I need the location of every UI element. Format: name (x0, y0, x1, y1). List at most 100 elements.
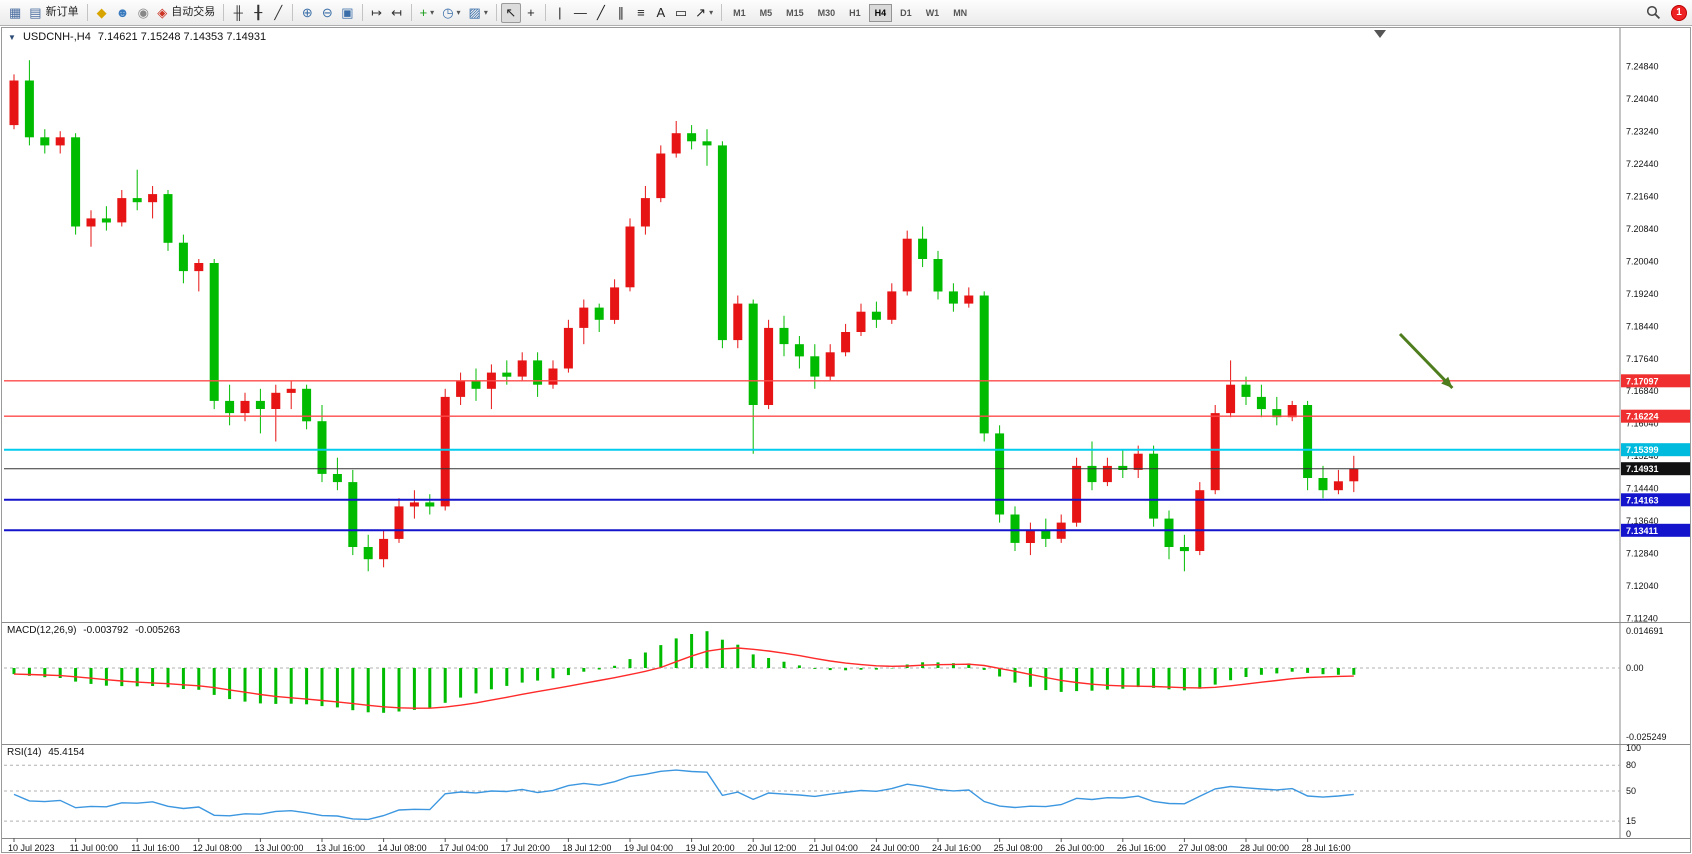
time-axis-label[interactable]: 11 Jul 00:00 (70, 843, 118, 853)
periods-button[interactable]: ◷ ▾ (438, 3, 464, 23)
candle-chart-button[interactable]: ╂ (248, 3, 268, 23)
quick-trade-toggle-icon[interactable]: ▼ (8, 33, 16, 42)
zoom-out-button[interactable]: ⊖ (317, 3, 337, 23)
time-axis-label[interactable]: 12 Jul 08:00 (193, 843, 242, 853)
chart-window-frame (1, 27, 1691, 853)
indicators-button[interactable]: + ▾ (416, 3, 439, 23)
price-axis-label: 7.24840 (1626, 62, 1659, 72)
new-chart-button[interactable]: ▦ (5, 3, 25, 23)
candle-bear (1149, 453, 1159, 519)
price-axis: 7.24840 7.24040 7.23240 7.22440 7.21640 7.208… (1626, 62, 1659, 624)
profiles-button[interactable]: ◆ (92, 3, 112, 23)
macd-axis-top: 0.014691 (1626, 626, 1664, 636)
price-axis-label: 7.16040 (1626, 419, 1659, 429)
time-axis-label[interactable]: 26 Jul 00:00 (1055, 843, 1104, 853)
time-axis-label[interactable]: 14 Jul 08:00 (378, 843, 427, 853)
time-axis-label[interactable]: 19 Jul 04:00 (624, 843, 673, 853)
label-tool-button[interactable]: ▭ (671, 3, 691, 23)
candle-bear (363, 547, 373, 560)
chart-shift-marker[interactable] (1374, 30, 1386, 38)
chart-title: ▼ USDCNH-,H4 7.14621 7.15248 7.14353 7.1… (8, 31, 270, 43)
time-axis-label[interactable]: 28 Jul 16:00 (1302, 843, 1351, 853)
line-chart-button[interactable]: ╱ (268, 3, 288, 23)
chart-shift-button[interactable]: ↤ (387, 3, 407, 23)
horizontal-line-tool-button[interactable]: — (570, 3, 591, 23)
timeframe-d1-button[interactable]: D1 (900, 7, 912, 18)
time-axis-label[interactable]: 27 Jul 08:00 (1178, 843, 1227, 853)
candle-bull (1287, 405, 1297, 418)
time-axis-label[interactable]: 17 Jul 20:00 (501, 843, 550, 853)
resistance-line-1-price-tag (1621, 374, 1690, 388)
templates-button[interactable]: ▨ ▾ (465, 3, 492, 23)
time-axis-label[interactable]: 25 Jul 08:00 (994, 843, 1043, 853)
timeframe-h4-button[interactable]: H4 (868, 3, 893, 22)
timeframe-m30-button[interactable]: M30 (817, 7, 836, 18)
fibonacci-tool-icon: ≡ (637, 5, 645, 20)
cursor-icon: ↖ (505, 5, 517, 20)
time-axis-label[interactable]: 26 Jul 16:00 (1117, 843, 1166, 853)
time-axis-label[interactable]: 13 Jul 16:00 (316, 843, 365, 853)
timeframe-m1-button[interactable]: M1 (733, 7, 746, 18)
time-axis-label[interactable]: 21 Jul 04:00 (809, 843, 858, 853)
time-axis-label[interactable]: 10 Jul 2023 (8, 843, 55, 853)
zoom-in-button[interactable]: ⊕ (297, 3, 317, 23)
time-axis-label[interactable]: 28 Jul 00:00 (1240, 843, 1289, 853)
notifications-badge[interactable]: 1 (1671, 4, 1687, 21)
rsi-name: RSI(14) (7, 747, 42, 758)
bar-chart-button[interactable]: ╫ (228, 3, 248, 23)
vertical-line-tool-button[interactable]: | (550, 3, 570, 23)
crosshair-button[interactable]: + (521, 3, 541, 23)
time-axis-label[interactable]: 24 Jul 00:00 (870, 843, 919, 853)
candle-bear (502, 372, 512, 377)
cursor-button[interactable]: ↖ (500, 2, 521, 23)
rsi-axis-label: 15 (1626, 816, 1636, 826)
time-axis-label[interactable]: 19 Jul 20:00 (686, 843, 735, 853)
search-button[interactable] (1643, 3, 1663, 23)
toolbar-separator (361, 4, 363, 21)
trendline-tool-button[interactable]: ╱ (591, 3, 611, 23)
macd-signal-line (13, 647, 1354, 709)
candle-bear (163, 194, 173, 243)
candle-bull (86, 218, 96, 227)
label-tool-icon: ▭ (674, 5, 688, 20)
new-order-button[interactable]: ▤ 新订单 (25, 3, 82, 23)
fibonacci-tool-button[interactable]: ≡ (631, 3, 651, 23)
candle-bull (1210, 413, 1220, 491)
timeframe-mn-button[interactable]: MN (953, 7, 968, 18)
time-axis-label[interactable]: 20 Jul 12:00 (747, 843, 796, 853)
support-line-cyan-price-tag-text: 7.15399 (1626, 445, 1659, 455)
timeframe-h1-button[interactable]: H1 (849, 7, 861, 18)
timeframe-w1-button[interactable]: W1 (925, 7, 940, 18)
time-axis-label[interactable]: 17 Jul 04:00 (439, 843, 488, 853)
new-order-icon: ▤ (29, 5, 42, 20)
candle-bull (1333, 481, 1343, 491)
time-axis-label[interactable]: 18 Jul 12:00 (562, 843, 611, 853)
timeframe-m5-button[interactable]: M5 (759, 7, 773, 18)
community-button[interactable]: ☻ (112, 3, 134, 23)
channel-tool-button[interactable]: ∥ (611, 3, 631, 23)
arrows-tool-button[interactable]: ↗ ▾ (691, 3, 717, 23)
candle-bull (1072, 465, 1082, 523)
autotrading-button[interactable]: ◈ 自动交易 (153, 3, 219, 23)
auto-scroll-button[interactable]: ↦ (367, 3, 387, 23)
price-axis-label: 7.14440 (1626, 484, 1659, 494)
price-axis-label: 7.13640 (1626, 516, 1659, 526)
channel-tool-icon: ∥ (617, 5, 625, 20)
candle-bear (871, 311, 881, 320)
time-axis-label[interactable]: 11 Jul 16:00 (131, 843, 179, 853)
tile-windows-button[interactable]: ▣ (337, 3, 357, 23)
candle-bull (148, 194, 158, 203)
community-icon: ☻ (115, 5, 130, 20)
line-chart-icon: ╱ (274, 5, 283, 20)
text-tool-button[interactable]: A (651, 3, 671, 23)
zoom-out-icon: ⊖ (321, 5, 333, 20)
time-axis-label[interactable]: 24 Jul 16:00 (932, 843, 981, 853)
timeframe-m15-button[interactable]: M15 (786, 7, 804, 18)
macd-axis-zero: 0.00 (1626, 663, 1644, 673)
trend-arrow[interactable] (1398, 332, 1454, 390)
candle-bull (440, 396, 450, 507)
candle-bear (779, 327, 789, 345)
time-axis-label[interactable]: 13 Jul 00:00 (254, 843, 303, 853)
market-button[interactable]: ◉ (133, 3, 153, 23)
